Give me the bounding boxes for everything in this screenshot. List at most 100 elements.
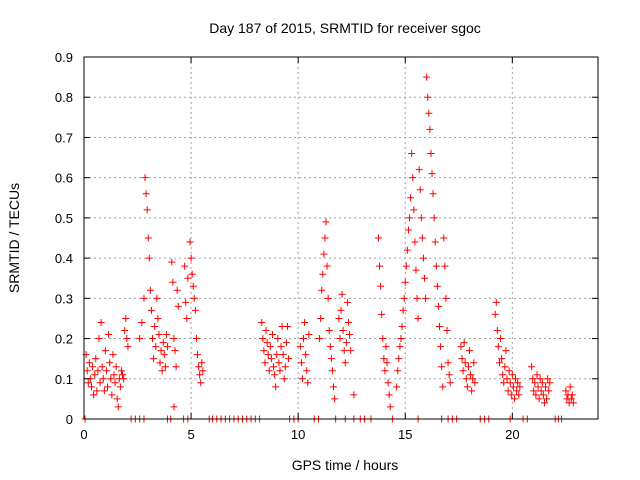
- data-point: [501, 363, 509, 371]
- data-point: [90, 391, 98, 399]
- data-point: [425, 109, 433, 117]
- data-point: [266, 343, 274, 351]
- data-point: [317, 314, 325, 322]
- x-tick-label: 5: [187, 427, 194, 442]
- data-point: [159, 339, 167, 347]
- data-point: [340, 347, 348, 355]
- data-point: [265, 367, 273, 375]
- data-point: [417, 214, 425, 222]
- data-point: [492, 298, 500, 306]
- data-point: [422, 294, 430, 302]
- data-point: [462, 375, 470, 383]
- data-point: [426, 125, 434, 133]
- data-point: [458, 355, 466, 363]
- data-point: [399, 306, 407, 314]
- data-point: [508, 371, 516, 379]
- data-point: [503, 375, 511, 383]
- data-point: [406, 214, 414, 222]
- data-point: [505, 367, 513, 375]
- data-point: [544, 375, 552, 383]
- data-point: [536, 375, 544, 383]
- data-point: [268, 331, 276, 339]
- data-point: [537, 387, 545, 395]
- data-point: [85, 359, 93, 367]
- y-tick-label: 0.9: [55, 50, 73, 65]
- data-point: [123, 335, 131, 343]
- data-point: [108, 391, 116, 399]
- data-point: [164, 343, 172, 351]
- data-point: [350, 391, 358, 399]
- data-point: [190, 294, 198, 302]
- data-point: [110, 371, 118, 379]
- data-point: [343, 298, 351, 306]
- data-point: [531, 379, 539, 387]
- data-point: [495, 359, 503, 367]
- data-point: [194, 351, 202, 359]
- data-point: [155, 331, 163, 339]
- data-point: [538, 379, 546, 387]
- data-point: [424, 93, 432, 101]
- data-point: [195, 363, 203, 371]
- data-point: [140, 294, 148, 302]
- data-point: [172, 363, 180, 371]
- data-point: [403, 246, 411, 254]
- data-point: [199, 367, 207, 375]
- data-point: [411, 238, 419, 246]
- data-point: [444, 359, 452, 367]
- data-point: [498, 355, 506, 363]
- data-point: [276, 367, 284, 375]
- tick-labels: 0 5 10 15 20 0 0.1 0.2 0.3 0.4 0.5 0.6 0.7 0.8 0.9: [55, 50, 520, 442]
- data-point: [461, 359, 469, 367]
- data-point: [494, 343, 502, 351]
- data-point: [144, 234, 152, 242]
- y-tick-label: 0.6: [55, 171, 73, 186]
- data-point: [117, 367, 125, 375]
- data-point: [119, 371, 127, 379]
- data-point: [168, 258, 176, 266]
- data-point: [533, 371, 541, 379]
- data-point: [347, 347, 355, 355]
- data-point: [377, 282, 385, 290]
- data-point: [184, 274, 192, 282]
- data-point: [325, 327, 333, 335]
- data-point: [393, 383, 401, 391]
- data-point: [459, 367, 467, 375]
- data-point: [158, 367, 166, 375]
- data-point: [529, 375, 537, 383]
- data-point: [446, 379, 454, 387]
- data-point: [106, 359, 114, 367]
- data-point: [500, 379, 508, 387]
- data-point: [145, 254, 153, 262]
- chart-title: Day 187 of 2015, SRMTID for receiver sgo…: [209, 20, 481, 36]
- data-point: [120, 375, 128, 383]
- data-point: [270, 363, 278, 371]
- data-point: [534, 383, 542, 391]
- y-tick-label: 0.8: [55, 90, 73, 105]
- data-point: [398, 322, 406, 330]
- data-point: [497, 335, 505, 343]
- data-point: [279, 351, 287, 359]
- data-point: [277, 343, 285, 351]
- axis-ticks: [83, 56, 598, 420]
- y-tick-label: 0.7: [55, 130, 73, 145]
- data-point: [469, 375, 477, 383]
- data-point: [427, 150, 435, 158]
- data-point: [173, 286, 181, 294]
- data-point: [434, 302, 442, 310]
- data-point: [419, 254, 427, 262]
- data-point: [414, 314, 422, 322]
- data-point: [384, 379, 392, 387]
- data-point: [154, 314, 162, 322]
- data-point: [463, 383, 471, 391]
- data-point: [386, 403, 394, 411]
- data-point: [346, 331, 354, 339]
- data-point: [122, 314, 130, 322]
- data-point: [380, 355, 388, 363]
- data-point: [330, 383, 338, 391]
- data-point: [339, 327, 347, 335]
- data-point: [170, 335, 178, 343]
- data-point: [114, 403, 122, 411]
- data-point: [95, 335, 103, 343]
- data-point: [506, 379, 514, 387]
- data-point: [532, 391, 540, 399]
